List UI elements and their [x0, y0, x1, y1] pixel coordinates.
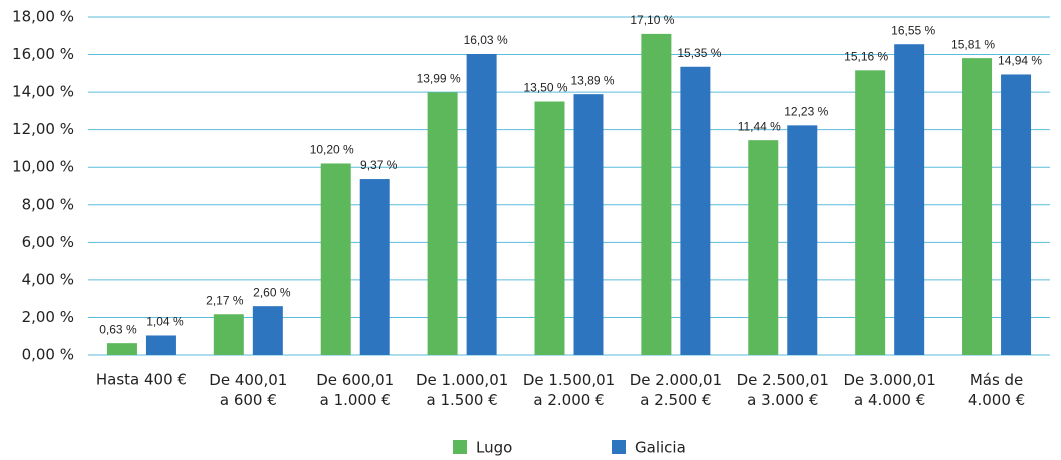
value-label: 15,16 % [844, 50, 888, 64]
bar [320, 163, 351, 355]
value-label: 1,04 % [146, 315, 184, 329]
y-tick-label: 16,00 % [12, 45, 74, 63]
bar [145, 335, 176, 355]
y-tick-label: 8,00 % [22, 195, 74, 213]
bar [252, 306, 283, 355]
value-label: 17,10 % [630, 13, 674, 27]
bar [359, 179, 390, 355]
x-tick-label: De 2.000,01 a 2.500 € [630, 371, 722, 409]
value-label: 15,35 % [677, 46, 721, 60]
bar [787, 125, 818, 355]
value-label: 2,17 % [206, 293, 244, 307]
value-label: 0,63 % [99, 322, 137, 336]
y-tick-label: 6,00 % [22, 233, 74, 251]
legend-label: Galicia [635, 439, 686, 457]
y-tick-label: 12,00 % [12, 120, 74, 138]
value-label: 13,99 % [417, 71, 461, 85]
x-tick-label: Más de 4.000 € [968, 371, 1025, 409]
y-tick-label: 0,00 % [22, 346, 74, 364]
value-label: 12,23 % [784, 105, 828, 119]
bar [106, 343, 137, 355]
bar [641, 33, 672, 356]
value-label: 16,03 % [464, 33, 508, 47]
x-tick-label: De 2.500,01 a 3.000 € [737, 371, 829, 409]
y-tick-label: 2,00 % [22, 308, 74, 326]
x-tick-label: De 1.500,01 a 2.000 € [523, 371, 615, 409]
y-tick-label: 14,00 % [12, 83, 74, 101]
bar [894, 44, 925, 355]
bar [748, 140, 779, 355]
value-label: 2,60 % [253, 285, 291, 299]
bar [213, 314, 244, 355]
value-label: 15,81 % [951, 37, 995, 51]
bar [680, 66, 711, 355]
x-tick-label: Hasta 400 € [96, 371, 187, 389]
value-label: 13,50 % [523, 81, 567, 95]
value-label: 16,55 % [891, 23, 935, 37]
x-tick-label: De 600,01 a 1.000 € [316, 371, 394, 409]
bar [1001, 74, 1032, 356]
value-label: 13,89 % [570, 73, 614, 87]
bar [427, 92, 458, 355]
value-label: 9,37 % [360, 158, 398, 172]
x-tick-label: De 400,01 a 600 € [209, 371, 287, 409]
y-tick-label: 4,00 % [22, 270, 74, 288]
bar [855, 70, 886, 355]
value-label: 10,20 % [310, 143, 354, 157]
legend-label: Lugo [476, 439, 512, 457]
bar [962, 58, 993, 356]
y-tick-label: 18,00 % [12, 8, 74, 26]
legend-swatch [453, 440, 467, 454]
legend-swatch [612, 440, 626, 454]
x-tick-label: De 1.000,01 a 1.500 € [416, 371, 508, 409]
value-label: 11,44 % [738, 119, 781, 133]
x-tick-label: De 3.000,01 a 4.000 € [843, 371, 935, 409]
y-tick-label: 10,00 % [12, 158, 74, 176]
bar [573, 94, 604, 355]
value-label: 14,94 % [998, 54, 1042, 68]
bar [534, 101, 565, 355]
bar [466, 53, 497, 356]
